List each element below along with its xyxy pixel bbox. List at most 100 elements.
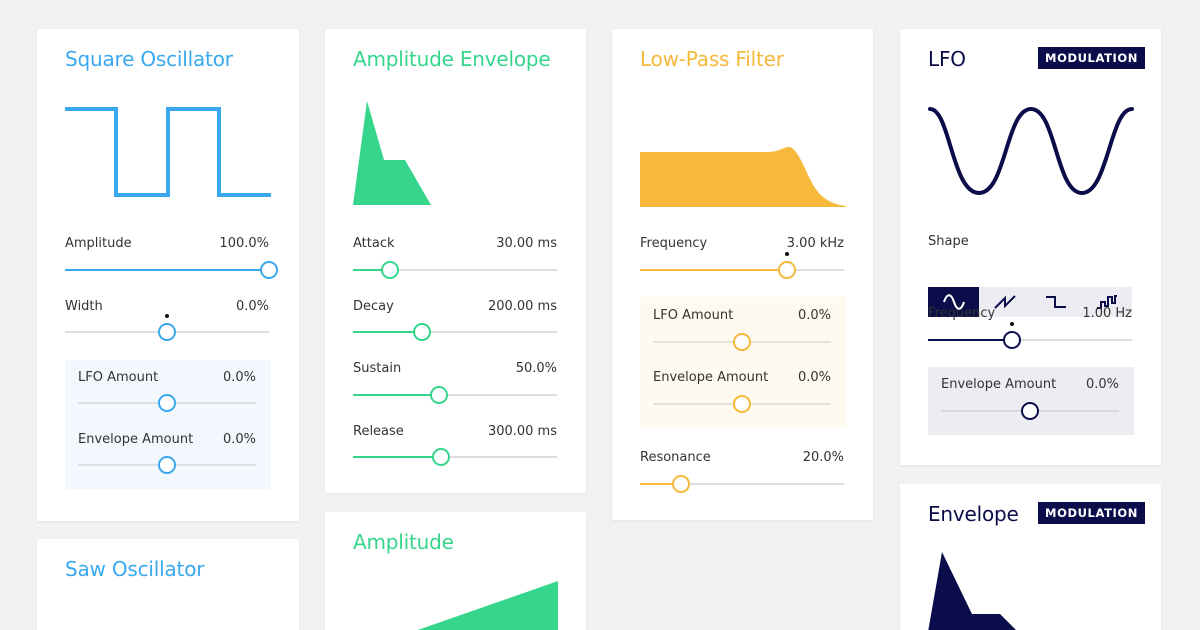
- control-value: 200.00 ms: [487, 299, 557, 314]
- decay-control: Decay 200.00 ms: [353, 299, 557, 349]
- slider-track[interactable]: [928, 339, 1132, 341]
- slider-knob[interactable]: [1002, 331, 1021, 349]
- sine-wave-graphic: [928, 106, 1134, 196]
- control-label: Envelope Amount: [941, 377, 1057, 392]
- envelope-amount-control: Envelope Amount 0.0%: [653, 370, 831, 420]
- modulation-panel: LFO Amount 0.0% Envelope Amount 0.0%: [640, 297, 846, 428]
- control-value: 0.0%: [222, 370, 256, 385]
- lfo-amount-control: LFO Amount 0.0%: [78, 370, 256, 420]
- slider-knob[interactable]: [733, 333, 751, 351]
- random-step-icon: [1096, 295, 1117, 309]
- modulation-badge: MODULATION: [1038, 47, 1145, 69]
- control-value: 0.0%: [1085, 377, 1119, 392]
- envelope-amount-control: Envelope Amount 0.0%: [941, 377, 1119, 427]
- control-label: Envelope Amount: [653, 370, 769, 385]
- slider-knob[interactable]: [158, 323, 176, 341]
- control-label: Width: [65, 299, 103, 314]
- amplitude-ramp-graphic: [417, 581, 558, 630]
- slider-fill: [65, 269, 269, 271]
- slider-knob[interactable]: [1021, 402, 1039, 420]
- slider-track[interactable]: [353, 269, 557, 271]
- control-label: Frequency: [640, 236, 708, 251]
- lfo-card: LFO MODULATION Shape Frequency 1.00 Hz E…: [900, 29, 1161, 465]
- saw-oscillator-card: Saw Oscillator: [37, 539, 299, 630]
- control-label: LFO Amount: [653, 308, 734, 323]
- card-title: LFO: [928, 47, 966, 71]
- slider-fill: [353, 331, 423, 333]
- control-label: Sustain: [353, 361, 402, 376]
- frequency-control: Frequency 1.00 Hz: [928, 306, 1132, 356]
- control-value: 20.0%: [802, 450, 844, 465]
- lfo-amount-control: LFO Amount 0.0%: [653, 308, 831, 358]
- shape-label: Shape: [928, 234, 969, 249]
- square-wave-graphic: [65, 107, 271, 197]
- shape-button-sine[interactable]: [928, 287, 979, 317]
- slider-track[interactable]: [640, 269, 844, 271]
- sine-icon: [942, 294, 965, 310]
- sawtooth-icon: [993, 295, 1016, 309]
- center-marker: [165, 314, 169, 318]
- control-label: Decay: [353, 299, 394, 314]
- modulation-panel: Envelope Amount 0.0%: [928, 367, 1134, 435]
- low-pass-filter-card: Low-Pass Filter Frequency 3.00 kHz LFO A…: [612, 29, 873, 520]
- slider-knob[interactable]: [380, 261, 399, 279]
- slider-knob[interactable]: [733, 395, 751, 413]
- slider-track[interactable]: [640, 483, 844, 485]
- slider-track[interactable]: [353, 331, 557, 333]
- modulation-marker: [1009, 322, 1014, 326]
- control-label: Frequency: [928, 306, 996, 321]
- card-title: Amplitude: [353, 530, 454, 554]
- slider-fill: [640, 483, 681, 485]
- control-value: 1.00 Hz: [1082, 306, 1132, 321]
- slider-knob[interactable]: [429, 386, 448, 404]
- filter-response-graphic: [640, 146, 846, 207]
- envelope-graphic: [353, 101, 431, 205]
- shape-selector: [928, 287, 1132, 317]
- slider-knob[interactable]: [158, 394, 176, 412]
- square-wave-icon: [1045, 296, 1066, 308]
- slider-track[interactable]: [353, 456, 557, 458]
- slider-fill: [353, 394, 439, 396]
- modulation-panel: LFO Amount 0.0% Envelope Amount 0.0%: [65, 360, 271, 489]
- slider-knob[interactable]: [260, 261, 278, 279]
- slider-track[interactable]: [65, 269, 269, 271]
- attack-control: Attack 30.00 ms: [353, 236, 557, 286]
- slider-track[interactable]: [353, 394, 557, 396]
- frequency-control: Frequency 3.00 kHz: [640, 236, 844, 286]
- slider-knob[interactable]: [158, 456, 176, 474]
- control-label: Attack: [353, 236, 395, 251]
- control-label: Release: [353, 424, 404, 439]
- control-value: 50.0%: [515, 361, 557, 376]
- slider-fill: [353, 269, 390, 271]
- slider-fill: [353, 456, 441, 458]
- resonance-control: Resonance 20.0%: [640, 450, 844, 500]
- sustain-control: Sustain 50.0%: [353, 361, 557, 411]
- shape-button-sawtooth[interactable]: [979, 287, 1030, 317]
- card-title: Amplitude Envelope: [353, 47, 551, 71]
- control-label: Resonance: [640, 450, 711, 465]
- card-title: Saw Oscillator: [65, 557, 205, 581]
- control-value: 0.0%: [235, 299, 269, 314]
- envelope-amount-control: Envelope Amount 0.0%: [78, 432, 256, 482]
- card-title: Envelope: [928, 502, 1019, 526]
- square-oscillator-card: Square Oscillator Amplitude 100.0% Width…: [37, 29, 299, 521]
- modulation-badge: MODULATION: [1038, 502, 1145, 524]
- slider-knob[interactable]: [413, 323, 432, 341]
- control-value: 100.0%: [219, 236, 269, 251]
- card-title: Low-Pass Filter: [640, 47, 784, 71]
- shape-button-square[interactable]: [1030, 287, 1081, 317]
- slider-knob[interactable]: [431, 448, 450, 466]
- release-control: Release 300.00 ms: [353, 424, 557, 474]
- control-label: LFO Amount: [78, 370, 159, 385]
- shape-button-random[interactable]: [1081, 287, 1132, 317]
- control-label: Envelope Amount: [78, 432, 194, 447]
- control-value: 0.0%: [797, 370, 831, 385]
- width-control: Width 0.0%: [65, 299, 269, 349]
- amplitude-envelope-card: Amplitude Envelope Attack 30.00 ms Decay…: [325, 29, 586, 493]
- control-value: 0.0%: [222, 432, 256, 447]
- modulation-marker: [784, 252, 789, 256]
- slider-knob[interactable]: [777, 261, 796, 279]
- slider-knob[interactable]: [671, 475, 690, 493]
- amplitude-control: Amplitude 100.0%: [65, 236, 278, 286]
- control-value: 300.00 ms: [487, 424, 557, 439]
